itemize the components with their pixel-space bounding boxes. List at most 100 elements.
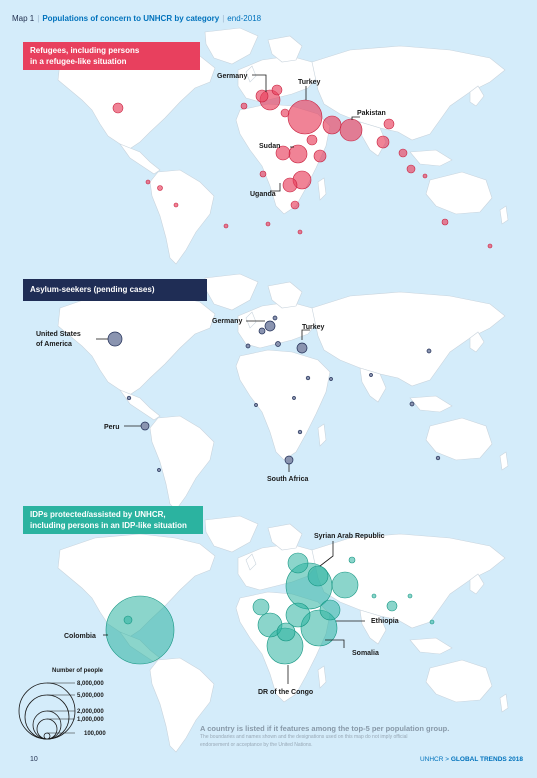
label-colombia-idp: Colombia: [64, 633, 96, 640]
peru-asylum-circle: [140, 421, 150, 431]
asylum-banner-line-1: Asylum-seekers (pending cases): [30, 285, 155, 294]
australia-asylum-circle: [435, 455, 441, 461]
refugees-banner-line-2: in a refugee-like situation: [30, 57, 127, 66]
iraq-idp-circle: [331, 571, 359, 599]
label-usa-asylum-1: United States: [36, 331, 81, 338]
tanzania-asylum-circle: [297, 429, 303, 435]
indonesia-refugee-circle: [422, 173, 428, 179]
label-syria-idp: Syrian Arab Republic: [314, 533, 385, 540]
lebanon-refugee-circle: [306, 134, 318, 146]
malaysia-refugee-circle: [406, 164, 416, 174]
label-turkey-asylum: Turkey: [302, 324, 325, 331]
latam-refugee-circle: [157, 185, 163, 191]
png-refugee-circle: [441, 218, 449, 226]
zambia-refugee-circle: [297, 229, 303, 235]
chad-refugee-circle: [275, 145, 291, 161]
legend-circle-1m: [36, 718, 58, 740]
footer-separator: >: [445, 756, 450, 763]
mexico-refugee-circle: [145, 179, 151, 185]
refugees-map: Germany Turkey Pakistan Sudan Uganda: [57, 27, 509, 265]
tanzania-refugee-circle: [290, 200, 300, 210]
yemen-idp-circle: [307, 565, 329, 587]
spain-asylum-circle: [245, 343, 251, 349]
usa-asylum-circle: [107, 331, 123, 347]
report-footer: UNHCR > GLOBAL TRENDS 2018: [420, 756, 523, 763]
refugees-banner: Refugees, including persons in a refugee…: [23, 42, 200, 70]
ethiopia-refugee-circle: [313, 149, 327, 163]
japan-asylum-circle: [426, 348, 432, 354]
france-refugee-circle: [255, 89, 269, 103]
somalia-idp-circle: [319, 599, 341, 621]
legend-value-8m: 8,000,000: [77, 681, 104, 687]
myanmar-idp-circle: [386, 600, 398, 612]
iran-refugee-circle: [322, 115, 342, 135]
mali-idp-circle: [252, 598, 270, 616]
idps-banner-line-2: including persons in an IDP-like situati…: [30, 521, 187, 530]
italy-refugee-circle: [280, 108, 290, 118]
map-header: Map 1 | Populations of concern to UNHCR by…: [12, 14, 261, 23]
legend-value-2m: 2,000,000: [77, 709, 104, 715]
legend-value-100k: 100,000: [84, 731, 106, 737]
turkey-refugee-circle: [287, 99, 323, 135]
asylum-map: United States of America Germany Turkey …: [36, 273, 509, 511]
nz-refugee-circle: [487, 243, 493, 249]
argentina-asylum-circle: [157, 468, 161, 472]
honduras-idp-circle: [123, 615, 133, 625]
venezuela-refugee-circle: [173, 202, 179, 208]
mexico-asylum-circle: [126, 395, 132, 401]
colombia-idp-circle: [105, 595, 175, 665]
label-turkey-refugees: Turkey: [298, 79, 321, 86]
disclaimer-fine-2: endorsement or acceptance by the United …: [200, 741, 313, 748]
label-uganda-refugees: Uganda: [250, 191, 276, 198]
legend-circle-2m: [32, 710, 62, 740]
cameroon-refugee-circle: [259, 170, 267, 178]
drc-refugee-circle: [265, 221, 271, 227]
afghanistan-idp-circle: [348, 556, 356, 564]
sudan-asylum-circle: [292, 396, 296, 400]
usa-refugee-circle: [112, 102, 124, 114]
header-separator-2: |: [222, 14, 225, 23]
map-subtitle: end-2018: [227, 14, 262, 23]
label-germany-refugees: Germany: [217, 73, 247, 80]
spain-refugee-circle: [240, 102, 248, 110]
sudan-refugee-circle: [288, 144, 308, 164]
header-separator: |: [37, 14, 40, 23]
legend-value-5m: 5,000,000: [77, 693, 104, 699]
map-number: Map 1: [12, 14, 35, 23]
legend-circle-5m: [24, 694, 70, 740]
sweden-asylum-circle: [272, 315, 278, 321]
italy-asylum-circle: [275, 341, 281, 347]
idps-banner: IDPs protected/assisted by UNHCR, includ…: [23, 506, 203, 534]
egypt-asylum-circle: [305, 375, 311, 381]
disclaimer-main: A country is listed if it features among…: [200, 724, 450, 733]
asia-refugee-circle: [383, 118, 395, 130]
malaysia-asylum-circle: [409, 401, 415, 407]
refugees-banner-line-1: Refugees, including persons: [30, 46, 140, 55]
label-ethiopia-idp: Ethiopia: [371, 618, 399, 625]
sweden-refugee-circle: [271, 84, 283, 96]
turkey-asylum-circle: [296, 342, 308, 354]
africa-refugee-circle: [282, 177, 298, 193]
footer-report: GLOBAL TRENDS 2018: [450, 756, 523, 763]
mideast-asylum-circle: [329, 377, 333, 381]
idps-map: Syrian Arab Republic Ethiopia Colombia S…: [57, 515, 509, 753]
sudan-idp-circle: [285, 602, 311, 628]
sa-refugee-circle: [223, 223, 229, 229]
turkey-idp-circle: [287, 552, 309, 574]
car-idp-circle: [276, 622, 296, 642]
legend-value-1m: 1,000,000: [77, 717, 104, 723]
wafrica-asylum-circle: [254, 403, 258, 407]
legend-title: Number of people: [52, 668, 104, 674]
label-germany-asylum: Germany: [212, 318, 242, 325]
disclaimer: A country is listed if it features among…: [200, 724, 520, 748]
germany-asylum-circle: [264, 320, 276, 332]
size-legend: Number of people 8,000,000 5,000,000 2,0…: [18, 668, 106, 740]
asia-idp-circle: [407, 593, 413, 599]
page-number: 10: [30, 756, 38, 763]
label-somalia-idp: Somalia: [352, 650, 379, 657]
map-title: Populations of concern to UNHCR by categ…: [42, 14, 220, 23]
footer-publisher: UNHCR: [419, 756, 444, 763]
label-peru-asylum: Peru: [104, 424, 120, 431]
india-asylum-circle: [369, 373, 373, 377]
